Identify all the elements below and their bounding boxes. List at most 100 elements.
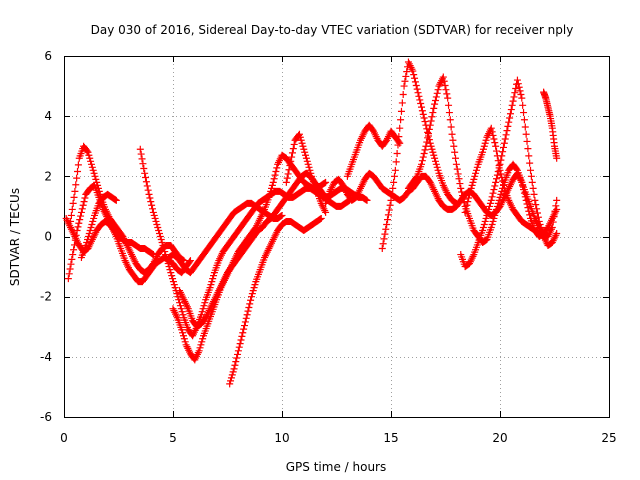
data-point bbox=[167, 269, 175, 277]
grid bbox=[64, 56, 609, 417]
data-point bbox=[383, 220, 391, 228]
data-point bbox=[231, 361, 239, 369]
data-point bbox=[420, 149, 428, 157]
data-point bbox=[534, 213, 542, 221]
data-point bbox=[486, 199, 494, 207]
data-point bbox=[388, 190, 396, 198]
data-point bbox=[267, 187, 275, 195]
data-point bbox=[178, 308, 186, 316]
data-point bbox=[74, 161, 82, 169]
data-point bbox=[450, 142, 458, 150]
data-point bbox=[395, 133, 403, 141]
y-axis-label: SDTVAR / TECUs bbox=[8, 188, 22, 286]
data-point bbox=[140, 165, 148, 173]
data-point bbox=[479, 145, 487, 153]
data-point bbox=[486, 202, 494, 210]
data-point bbox=[416, 96, 424, 104]
data-point bbox=[493, 202, 501, 210]
data-point bbox=[295, 130, 303, 138]
data-point bbox=[141, 169, 149, 177]
data-point bbox=[235, 343, 243, 351]
data-point bbox=[514, 80, 522, 88]
data-point bbox=[240, 325, 248, 333]
data-point bbox=[490, 186, 498, 194]
data-point bbox=[163, 257, 171, 265]
data-point bbox=[447, 123, 455, 131]
data-point bbox=[176, 302, 184, 310]
data-point bbox=[550, 213, 558, 221]
data-point bbox=[508, 101, 516, 109]
data-point bbox=[401, 77, 409, 85]
data-point bbox=[517, 91, 525, 99]
data-point bbox=[431, 154, 439, 162]
data-point bbox=[67, 260, 75, 268]
data-point bbox=[142, 174, 150, 182]
data-point bbox=[277, 212, 285, 220]
data-point bbox=[419, 110, 427, 118]
data-point bbox=[179, 332, 187, 340]
data-point bbox=[166, 266, 174, 274]
data-point bbox=[249, 287, 257, 295]
data-point bbox=[72, 181, 80, 189]
data-point bbox=[496, 193, 504, 201]
data-point bbox=[444, 94, 452, 102]
data-point bbox=[197, 341, 205, 349]
data-point bbox=[95, 187, 103, 195]
data-point bbox=[305, 163, 313, 171]
data-point bbox=[196, 344, 204, 352]
data-point bbox=[210, 272, 218, 280]
data-point bbox=[419, 153, 427, 161]
data-point bbox=[468, 181, 476, 189]
data-point bbox=[414, 89, 422, 97]
y-tick-label: 0 bbox=[44, 230, 52, 244]
data-point bbox=[380, 235, 388, 243]
data-point bbox=[549, 218, 557, 226]
data-point bbox=[494, 157, 502, 165]
data-point bbox=[520, 116, 528, 124]
data-point bbox=[495, 196, 503, 204]
data-point bbox=[397, 107, 405, 115]
data-point bbox=[146, 194, 154, 202]
data-point bbox=[430, 104, 438, 112]
data-point bbox=[136, 145, 144, 153]
x-axis-label: GPS time / hours bbox=[286, 460, 387, 474]
data-point bbox=[316, 215, 324, 223]
data-point bbox=[487, 223, 495, 231]
data-point bbox=[540, 233, 548, 240]
data-point bbox=[84, 148, 92, 156]
data-point bbox=[268, 181, 276, 189]
data-point bbox=[282, 178, 290, 186]
data-point bbox=[301, 148, 309, 156]
data-point bbox=[525, 152, 533, 160]
data-point bbox=[526, 211, 534, 219]
data-point bbox=[473, 163, 481, 171]
data-point bbox=[94, 184, 102, 192]
data-point bbox=[479, 226, 487, 234]
data-point bbox=[469, 178, 477, 186]
data-point bbox=[158, 239, 166, 247]
data-point bbox=[415, 92, 423, 100]
data-point bbox=[504, 122, 512, 130]
data-point bbox=[379, 240, 387, 248]
data-point bbox=[449, 136, 457, 144]
data-point bbox=[70, 241, 78, 249]
data-point bbox=[70, 246, 78, 254]
data-point bbox=[302, 154, 310, 162]
data-point bbox=[482, 136, 490, 144]
data-point bbox=[418, 157, 426, 165]
data-point bbox=[111, 196, 119, 204]
data-point bbox=[493, 175, 501, 183]
data-point bbox=[69, 199, 77, 207]
data-point bbox=[497, 170, 505, 178]
data-point bbox=[246, 300, 254, 308]
data-point bbox=[496, 160, 504, 168]
data-point bbox=[518, 94, 526, 102]
data-point bbox=[492, 208, 500, 216]
data-point bbox=[522, 130, 530, 138]
data-point bbox=[553, 154, 561, 162]
series-arc-12 bbox=[343, 121, 404, 180]
series-arc-15 bbox=[457, 76, 561, 271]
data-point bbox=[496, 166, 504, 174]
data-point bbox=[288, 149, 296, 157]
